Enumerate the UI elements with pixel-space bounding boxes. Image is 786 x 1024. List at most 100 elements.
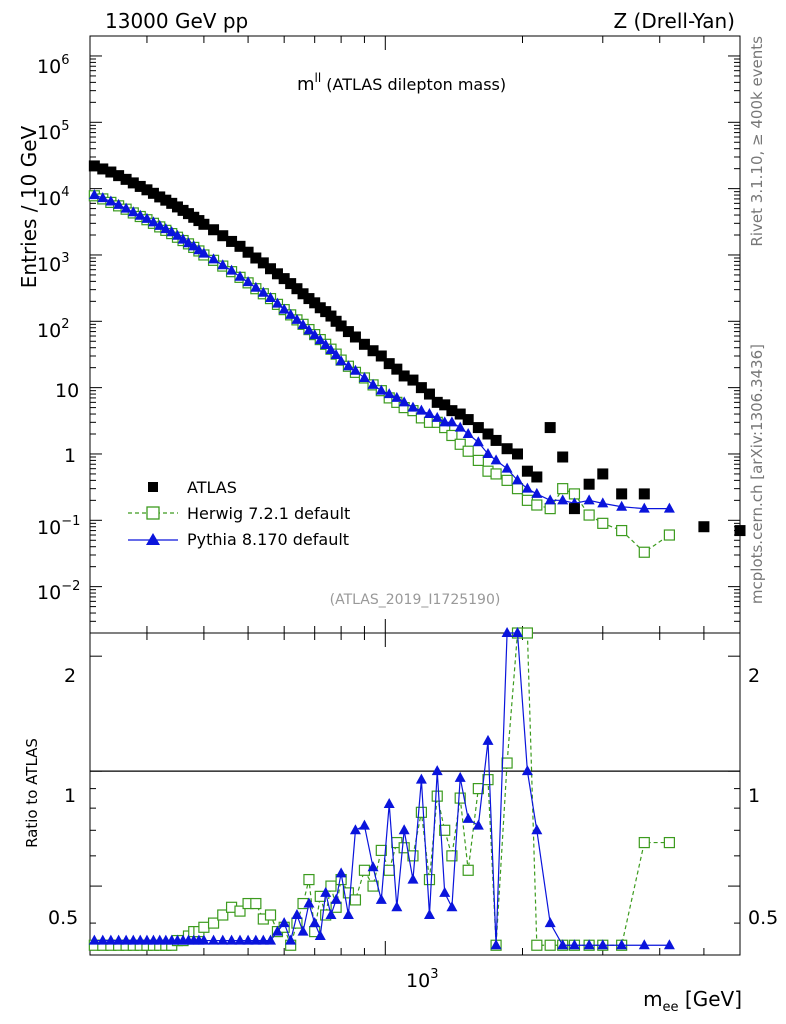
pythia-point: [367, 378, 379, 389]
herwig-point: [638, 546, 650, 558]
ratio-series-pythia: [88, 627, 675, 950]
pythia-point: [616, 500, 628, 511]
ratio-herwig-point: [342, 887, 355, 899]
pythia-point: [278, 303, 290, 314]
pythia-point: [171, 229, 183, 240]
atlas-point: [335, 320, 347, 332]
pythia-point: [446, 416, 458, 427]
atlas-point: [88, 160, 100, 172]
atlas-point: [271, 268, 283, 280]
ratio-herwig-point: [207, 917, 220, 929]
atlas-point: [568, 503, 580, 515]
atlas-point: [398, 370, 410, 382]
pythia-point: [325, 343, 337, 354]
ratio-herwig-point: [454, 792, 466, 804]
ratio-pythia-point: [198, 934, 210, 945]
atlas-point: [583, 478, 595, 490]
pythia-point: [335, 355, 347, 366]
atlas-point: [391, 363, 403, 375]
atlas-point: [141, 184, 153, 196]
ratio-pythia-point: [568, 939, 580, 950]
pythia-point: [154, 219, 166, 230]
pythia-point: [330, 349, 342, 360]
ratio-pythia-point: [234, 934, 246, 945]
ratio-pythia-point: [105, 934, 117, 945]
pythia-point: [583, 494, 595, 505]
ratio-herwig-point: [501, 757, 513, 769]
ratio-right-tick-0.5: 0.5: [748, 907, 778, 929]
legend-pythia-label: Pythia 8.170 default: [187, 530, 349, 549]
atlas-point: [521, 465, 533, 477]
ratio-pythia-point: [271, 925, 283, 936]
y-tick-label-1e4: 104: [37, 185, 69, 210]
atlas-point: [166, 197, 178, 209]
atlas-point: [291, 283, 303, 295]
main-y-tick-labels: 106 105 104 103 102 10 1 10−1 10−2: [37, 53, 80, 604]
ratio-pythia-point: [512, 627, 524, 637]
y-tick-label-1e5: 105: [37, 119, 69, 144]
legend-atlas-label: ATLAS: [187, 478, 237, 497]
atlas-point: [472, 422, 484, 434]
pythia-point: [454, 421, 466, 432]
y-tick-label-1e-1: 10−1: [37, 514, 80, 539]
ratio-pythia-point: [325, 909, 337, 920]
atlas-point: [501, 443, 513, 455]
herwig-point: [531, 499, 543, 511]
ratio-pythia-point: [446, 901, 458, 912]
atlas-point: [257, 257, 269, 269]
atlas-point: [415, 382, 427, 394]
pythia-point: [663, 502, 675, 513]
pythia-point: [265, 291, 277, 302]
atlas-point: [154, 191, 166, 203]
pythia-point: [439, 416, 451, 427]
pythia-point: [147, 216, 159, 227]
ratio-herwig-point: [398, 842, 410, 854]
atlas-point: [309, 297, 321, 309]
atlas-point: [557, 451, 569, 463]
herwig-point: [501, 474, 513, 486]
ratio-tick-0.5: 0.5: [48, 907, 78, 929]
ratio-herwig-point: [462, 864, 474, 876]
pythia-point: [557, 494, 569, 505]
ratio-pythia-point: [557, 939, 569, 950]
pythia-point: [638, 502, 650, 513]
ratio-pythia-point: [113, 934, 125, 945]
ratio-pythia-point: [375, 893, 387, 904]
ratio-herwig-point: [431, 790, 443, 802]
atlas-point: [134, 180, 146, 192]
ratio-pythia-point: [544, 917, 556, 928]
ratio-pythia-point: [531, 824, 543, 835]
herwig-point: [521, 494, 534, 506]
atlas-point: [147, 187, 159, 199]
pythia-point: [431, 411, 443, 422]
ratio-pythia-point: [217, 934, 229, 945]
atlas-point: [462, 414, 474, 426]
pythia-point: [482, 447, 494, 458]
ratio-pythia-point: [257, 934, 269, 945]
atlas-point: [431, 396, 443, 408]
y-tick-label-1e-2: 10−2: [37, 579, 80, 604]
series-atlas: [88, 160, 746, 537]
ratio-pythia-point: [330, 893, 342, 904]
pythia-point: [198, 247, 210, 258]
pythia-point: [512, 474, 524, 485]
ratio-herwig-point: [264, 909, 277, 921]
ratio-pythia-point: [127, 934, 139, 945]
atlas-point: [113, 170, 125, 182]
ratio-pythia-point: [358, 819, 370, 830]
atlas-point: [297, 288, 309, 300]
ratio-pythia-point: [97, 934, 109, 945]
pythia-point: [88, 189, 100, 200]
legend-herwig-marker: [146, 506, 160, 520]
ratio-pythia-point: [208, 934, 220, 945]
ratio-pythia-point: [616, 939, 628, 950]
ratio-pythia-point: [285, 934, 297, 945]
ratio-tick-1: 1: [64, 785, 76, 807]
pythia-point: [234, 270, 246, 281]
ratio-pythia-point: [309, 917, 321, 928]
herwig-point: [616, 524, 628, 537]
ratio-herwig-point: [407, 850, 419, 862]
atlas-point: [383, 358, 395, 370]
legend-atlas-marker: [148, 482, 158, 492]
pythia-point: [271, 297, 283, 308]
